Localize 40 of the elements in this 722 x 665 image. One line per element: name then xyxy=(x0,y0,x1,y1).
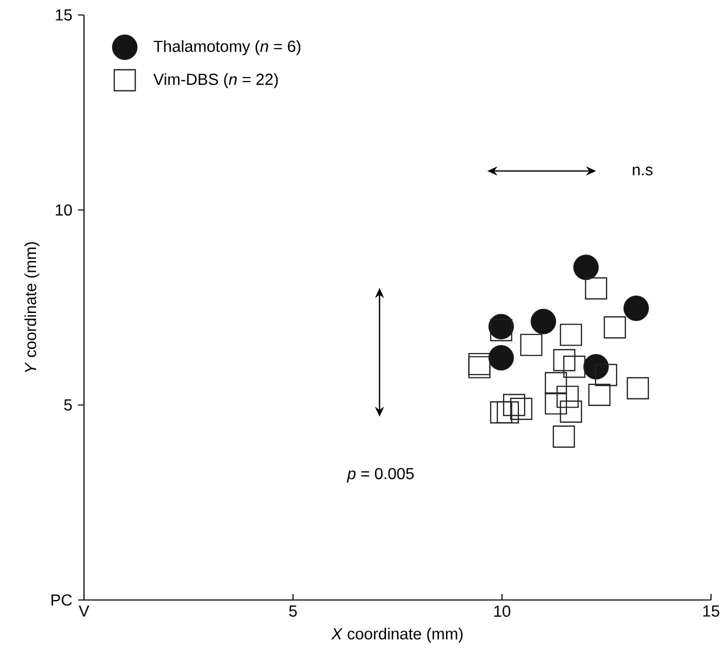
point xyxy=(488,314,514,340)
point xyxy=(573,254,599,280)
annotation: p = 0.005 xyxy=(346,468,414,482)
annotation: n.s xyxy=(632,166,653,176)
x-tick-label: 15 xyxy=(703,606,720,617)
point xyxy=(520,334,542,356)
point xyxy=(544,372,568,394)
point xyxy=(496,401,519,424)
point xyxy=(510,398,532,420)
point xyxy=(553,349,576,372)
legend-label: Vim-DBS (n = 22) xyxy=(153,73,278,88)
point xyxy=(623,296,649,321)
x-tick-label: 5 xyxy=(289,606,297,617)
point xyxy=(556,386,579,408)
point xyxy=(544,392,568,415)
point xyxy=(560,400,582,423)
x-tick-label: V xyxy=(78,606,90,617)
point xyxy=(604,316,626,338)
point xyxy=(468,352,491,376)
point xyxy=(594,364,618,386)
y-tick-label: 10 xyxy=(56,204,72,216)
x-tick-label: 10 xyxy=(494,606,510,617)
point xyxy=(584,277,608,300)
point xyxy=(490,401,512,424)
point xyxy=(468,356,491,378)
point xyxy=(552,425,575,448)
legend-label: Thalamotomy (n = 6) xyxy=(154,40,300,56)
point xyxy=(626,377,649,400)
y-tick-label: PC xyxy=(52,594,72,606)
point xyxy=(560,324,582,346)
point xyxy=(503,394,526,416)
y-tick-label: 5 xyxy=(64,399,72,411)
point xyxy=(488,345,514,371)
point xyxy=(530,308,556,334)
y-tick-label: 15 xyxy=(56,9,72,21)
point xyxy=(588,384,610,406)
y-axis-title: Y coordinate (mm) xyxy=(24,242,40,372)
point xyxy=(563,356,586,378)
x-axis-title: X coordinate (mm) xyxy=(331,628,463,643)
point xyxy=(583,354,609,380)
